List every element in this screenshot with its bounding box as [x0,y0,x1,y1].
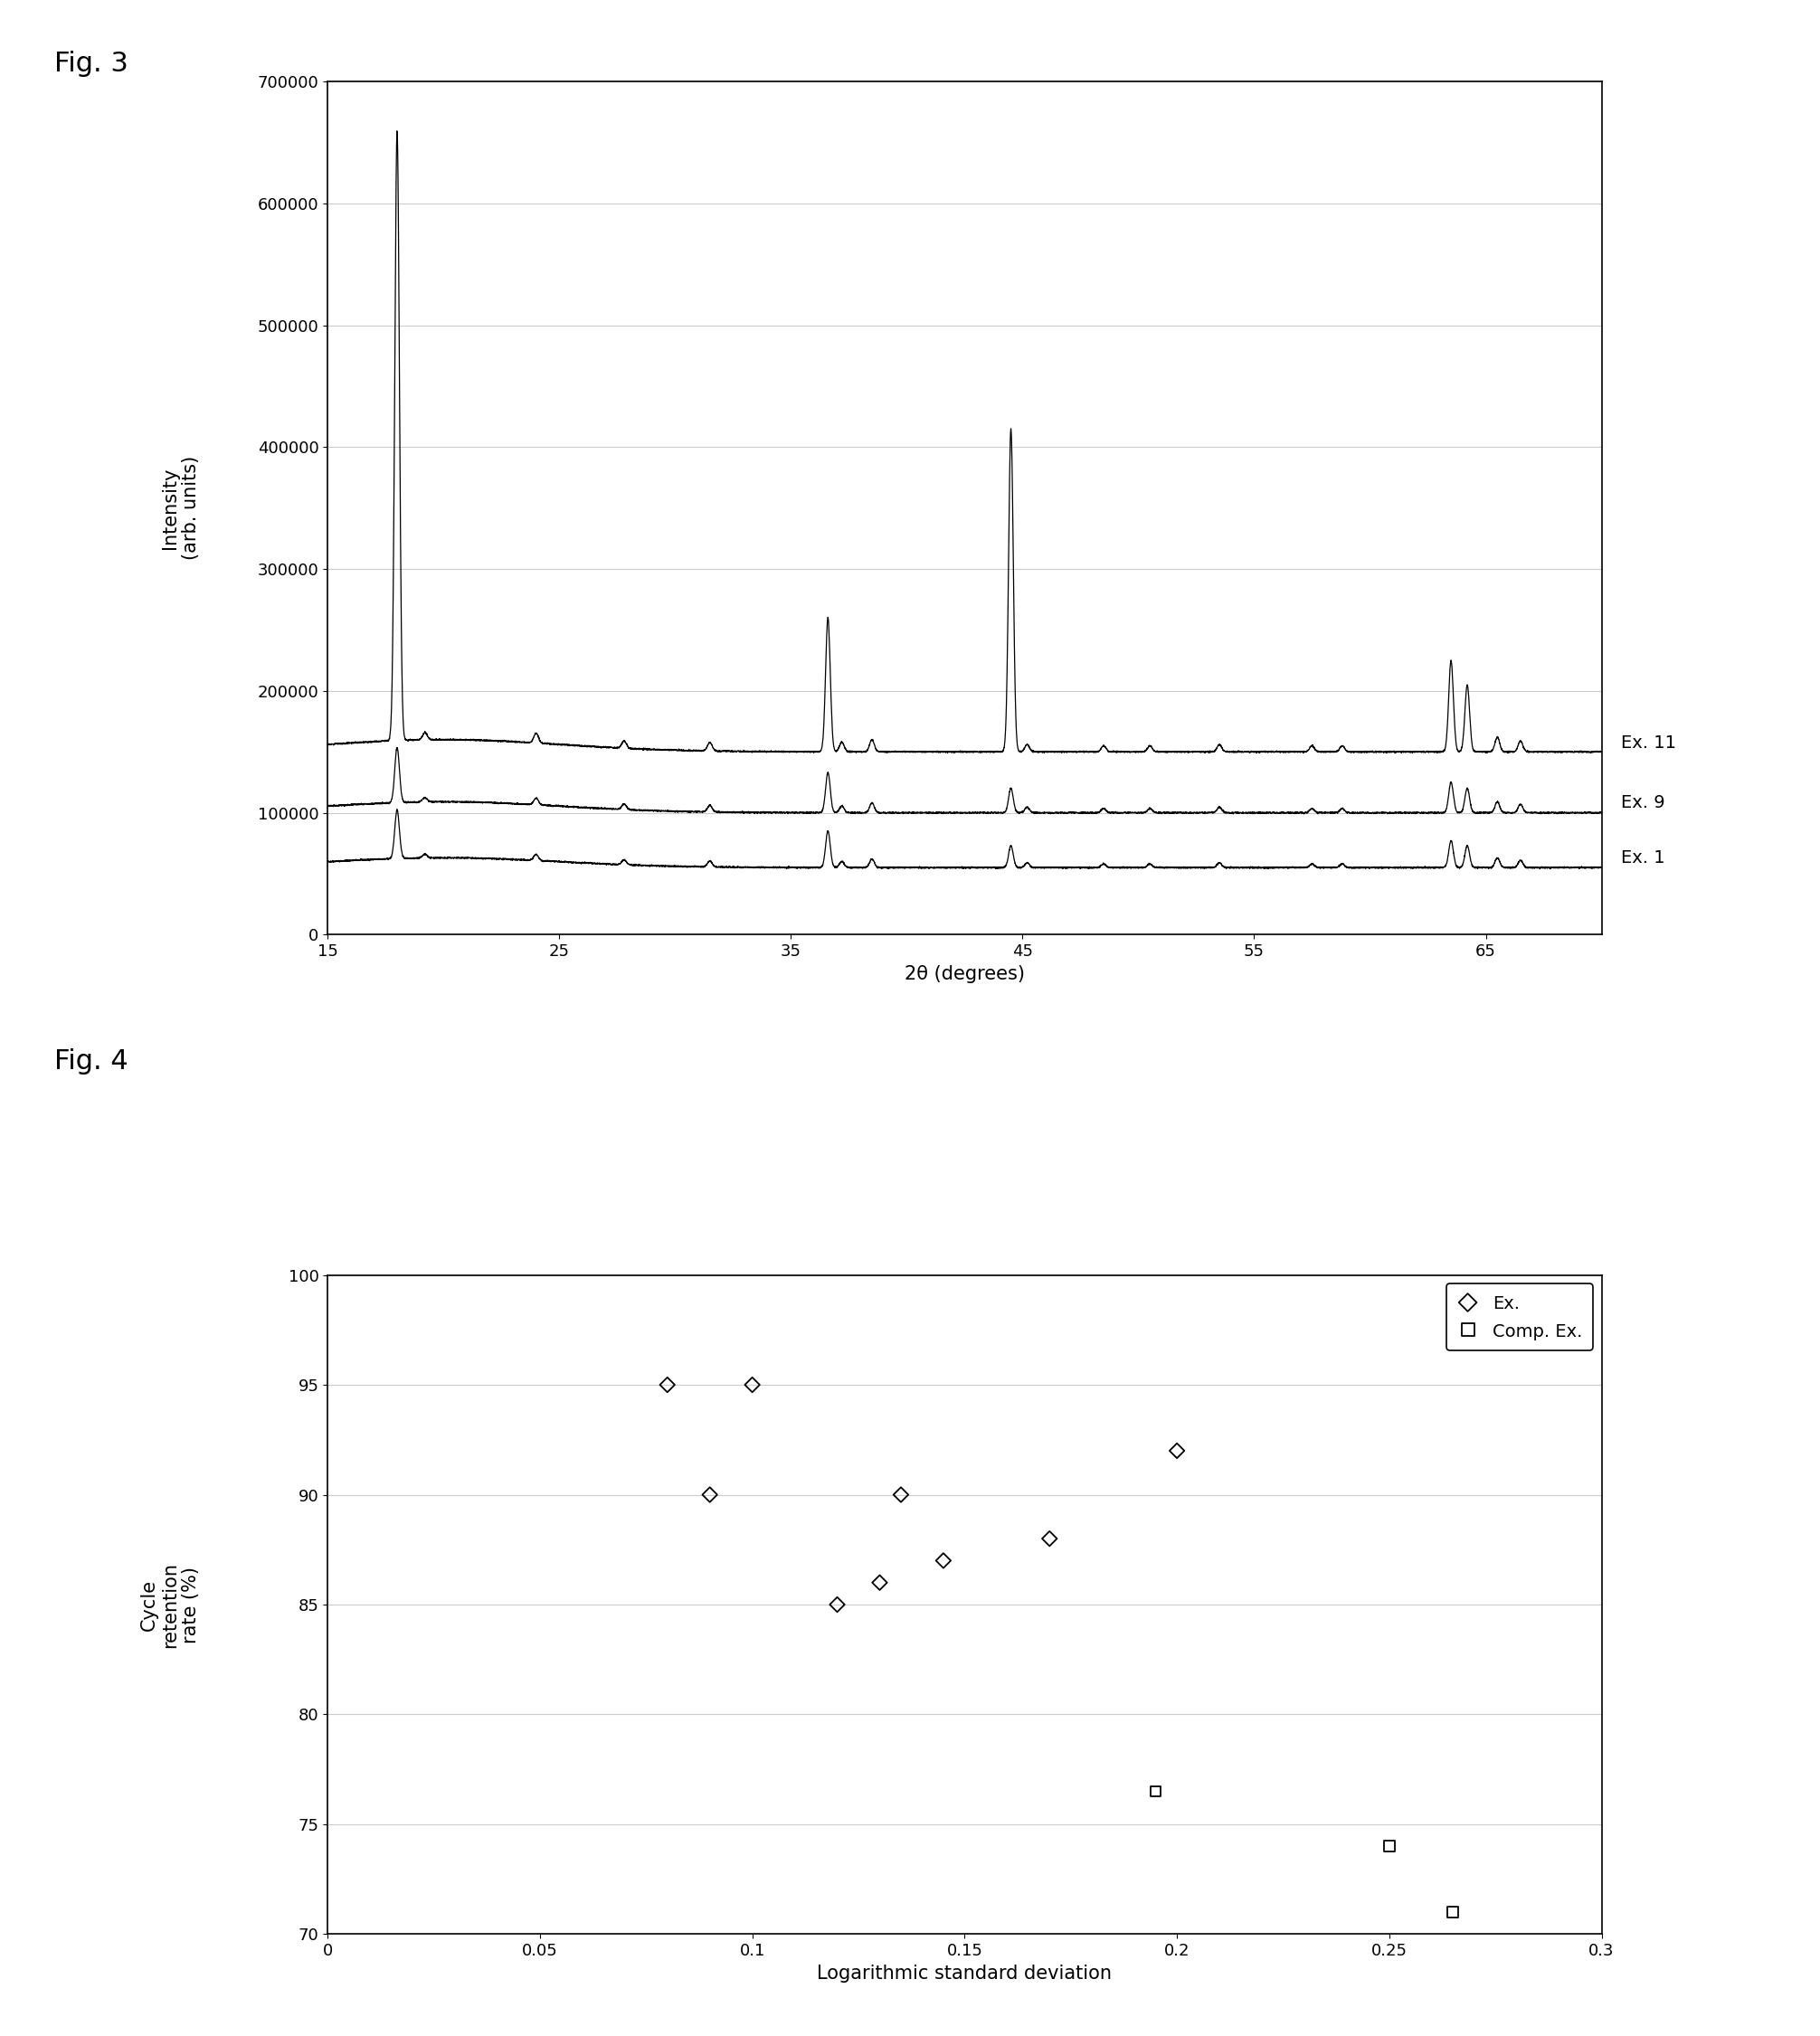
X-axis label: 2θ (degrees): 2θ (degrees) [905,965,1025,983]
Text: Ex. 9: Ex. 9 [1620,794,1665,810]
Comp. Ex. [1438,1896,1467,1928]
Text: Ex. 11: Ex. 11 [1620,735,1676,751]
Comp. Ex. [1374,1830,1403,1863]
Text: Fig. 3: Fig. 3 [55,51,129,77]
Ex. [695,1478,724,1511]
Ex. [737,1368,766,1401]
Text: Ex. 1: Ex. 1 [1620,849,1665,867]
Ex. [1163,1435,1192,1468]
Y-axis label: Intensity
(arb. units): Intensity (arb. units) [162,456,200,560]
X-axis label: Logarithmic standard deviation: Logarithmic standard deviation [817,1965,1112,1983]
Ex. [886,1478,915,1511]
Ex. [823,1588,852,1621]
Legend: Ex., Comp. Ex.: Ex., Comp. Ex. [1447,1285,1592,1350]
Ex. [928,1545,957,1578]
Y-axis label: Cycle
retention
rate (%): Cycle retention rate (%) [140,1562,200,1647]
Ex. [1036,1523,1065,1556]
Comp. Ex. [1141,1775,1170,1808]
Ex. [864,1566,894,1598]
Ex. [653,1368,682,1401]
Text: Fig. 4: Fig. 4 [55,1049,129,1075]
